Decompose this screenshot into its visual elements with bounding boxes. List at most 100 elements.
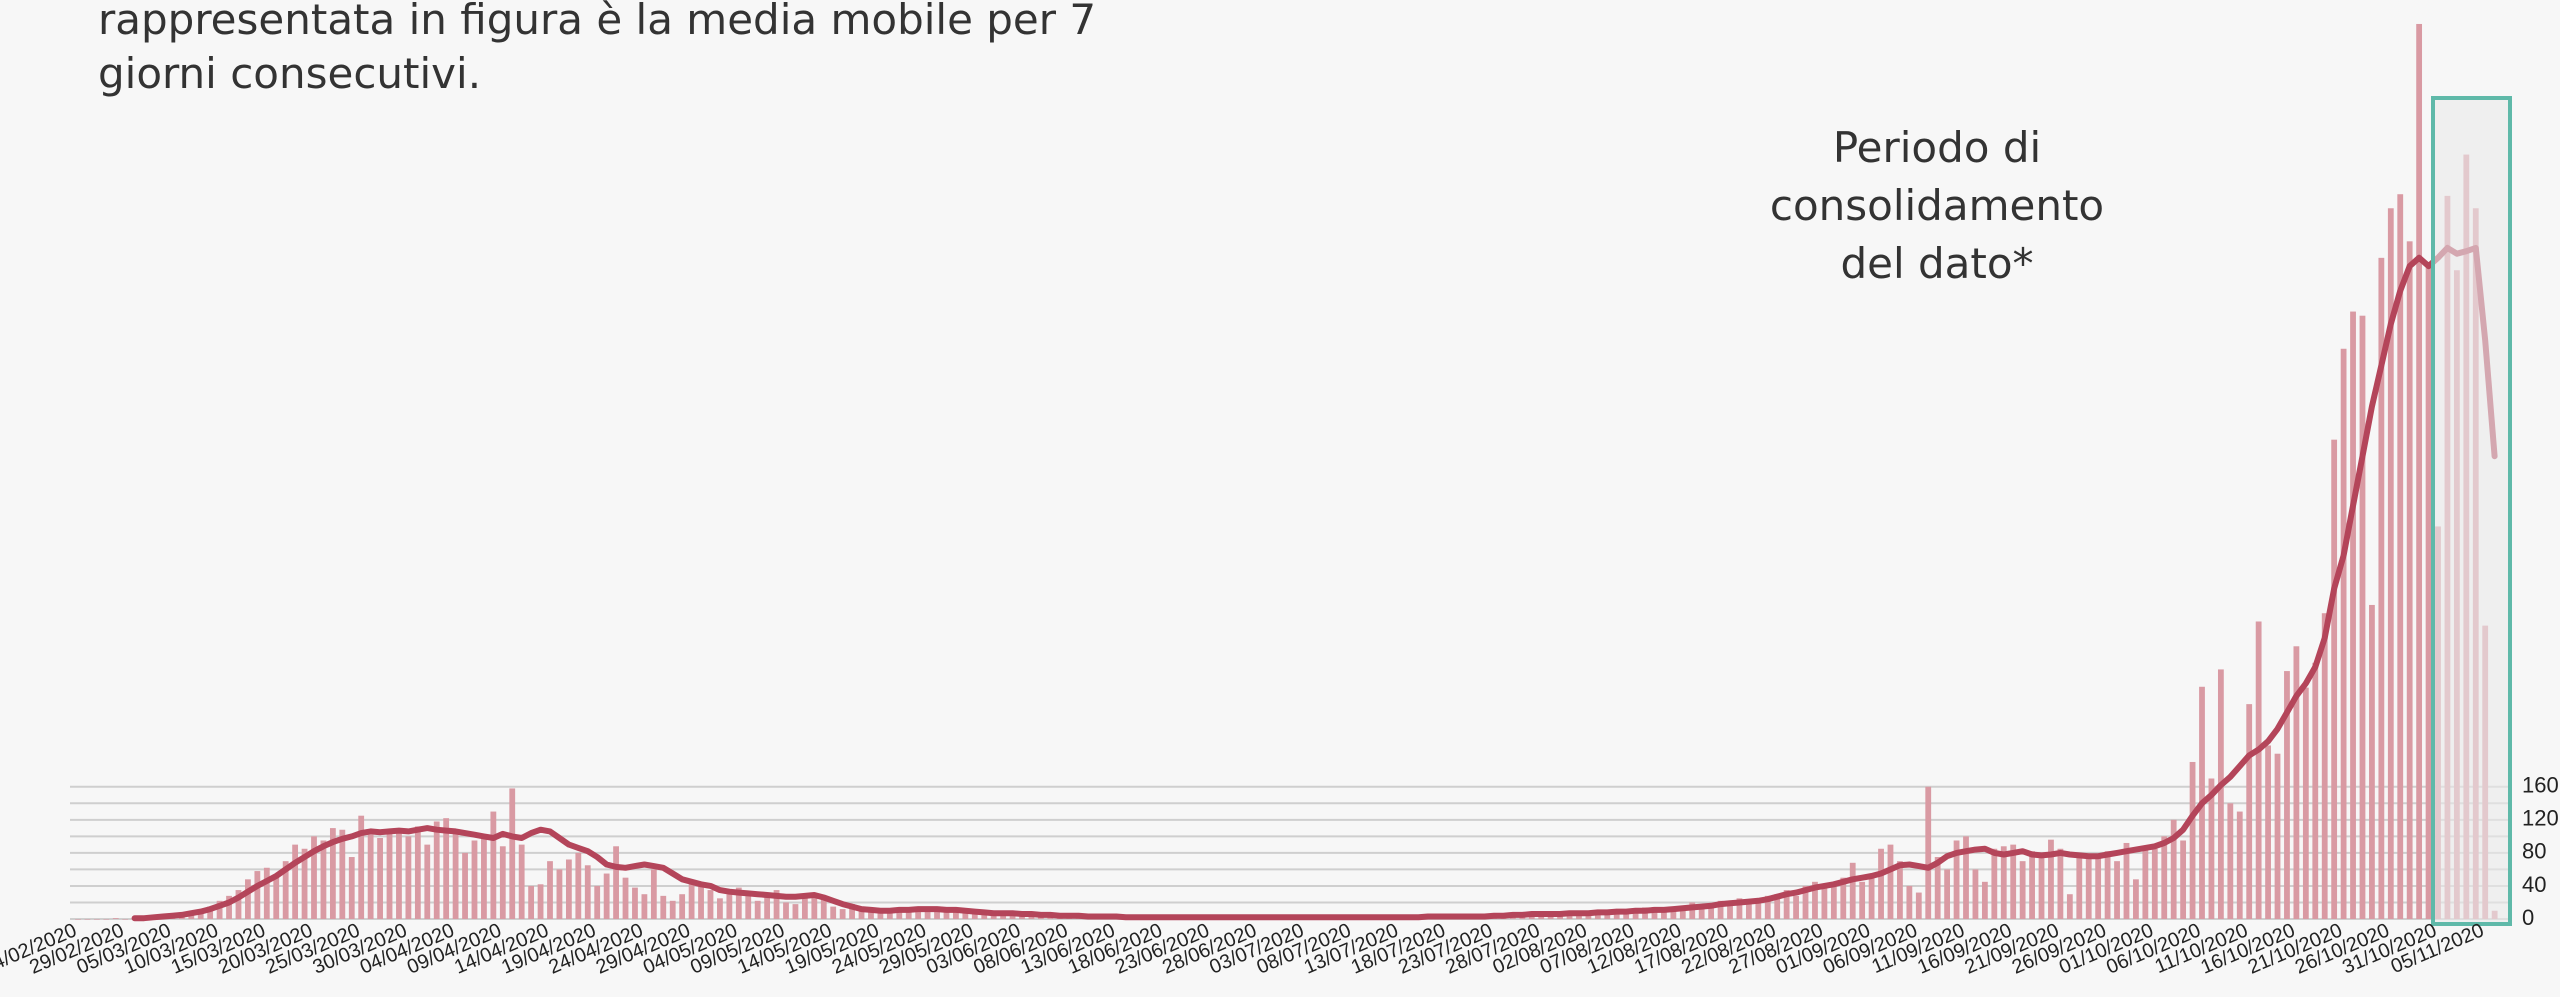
bar <box>2246 704 2253 919</box>
bar <box>2019 861 2026 919</box>
bar <box>1821 887 1828 919</box>
bar <box>2236 811 2243 919</box>
bar <box>2369 604 2375 919</box>
bar <box>2057 848 2064 919</box>
bar <box>537 884 544 919</box>
bar <box>783 902 789 919</box>
bar <box>329 828 336 919</box>
bar <box>282 861 289 919</box>
bar <box>707 890 714 919</box>
bar <box>660 895 667 919</box>
bar <box>2397 194 2404 919</box>
bar <box>1840 877 1847 919</box>
bar <box>1632 910 1639 919</box>
bar <box>2321 613 2328 919</box>
bar <box>1963 836 1969 919</box>
bar <box>481 838 487 919</box>
bar <box>2066 894 2073 919</box>
y-tick-label: 40 <box>2522 872 2546 897</box>
bar <box>1689 902 1696 919</box>
bar <box>1651 911 1658 919</box>
marks <box>75 23 2498 922</box>
bar <box>1623 912 1630 919</box>
bar <box>1764 895 1771 919</box>
bar <box>820 895 827 919</box>
bar <box>320 840 327 919</box>
bar <box>2284 671 2290 919</box>
bar <box>1802 885 1809 919</box>
bar <box>245 879 251 919</box>
bar <box>2076 852 2083 919</box>
bar <box>1953 840 1960 919</box>
bar <box>1878 848 1884 919</box>
bar <box>386 829 393 919</box>
bar <box>367 834 374 919</box>
bar <box>2350 311 2356 919</box>
bar <box>1604 913 1611 919</box>
bar <box>735 887 742 919</box>
bar <box>2170 819 2177 919</box>
bar <box>471 840 478 919</box>
bar <box>1868 873 1875 919</box>
bar <box>924 909 931 919</box>
bar <box>2048 839 2054 919</box>
bar <box>1849 862 1856 919</box>
bar <box>971 912 978 919</box>
bar <box>499 846 506 919</box>
bar <box>726 894 733 919</box>
bar <box>698 885 704 919</box>
bar <box>396 832 402 919</box>
y-tick-label: 160 <box>2522 773 2559 798</box>
bar <box>424 844 431 919</box>
bar <box>745 894 752 919</box>
bar <box>632 887 638 919</box>
bar <box>792 904 799 919</box>
bar <box>2265 745 2271 919</box>
bar <box>2000 846 2007 919</box>
bar <box>877 909 884 919</box>
bar <box>1981 881 1988 919</box>
bar <box>594 885 601 919</box>
bar <box>103 919 110 920</box>
bar <box>811 894 818 919</box>
bar <box>2208 778 2215 919</box>
bar <box>1812 881 1818 919</box>
bar <box>405 836 412 919</box>
bar <box>1670 909 1677 919</box>
bar <box>1708 904 1715 919</box>
bar <box>112 918 119 919</box>
bar <box>2378 257 2385 920</box>
bar <box>2312 662 2319 919</box>
bar <box>273 876 280 919</box>
bar <box>339 829 346 919</box>
bar <box>2227 803 2234 919</box>
bar <box>528 885 535 919</box>
bar <box>348 857 355 919</box>
bar <box>575 852 582 919</box>
bar <box>2151 848 2158 919</box>
bar <box>216 900 223 919</box>
bar <box>622 877 629 919</box>
bar <box>1736 898 1743 919</box>
bar <box>641 894 648 919</box>
bar <box>1972 869 1979 919</box>
bar <box>915 911 922 919</box>
bar <box>207 906 214 919</box>
annotation: consolidamento <box>1770 181 2104 230</box>
bar <box>462 852 468 919</box>
bar <box>1661 909 1667 919</box>
bar <box>93 919 100 920</box>
bar <box>452 832 459 919</box>
bar <box>2340 348 2347 919</box>
bar <box>2085 854 2092 919</box>
bar <box>754 900 761 919</box>
bar <box>764 895 771 919</box>
bar <box>2104 851 2111 919</box>
bar <box>669 900 676 919</box>
bar <box>679 894 686 919</box>
bar <box>2161 836 2168 919</box>
bar <box>1585 914 1592 919</box>
bar <box>490 811 497 919</box>
bar <box>584 865 591 919</box>
bar <box>1915 892 1922 919</box>
